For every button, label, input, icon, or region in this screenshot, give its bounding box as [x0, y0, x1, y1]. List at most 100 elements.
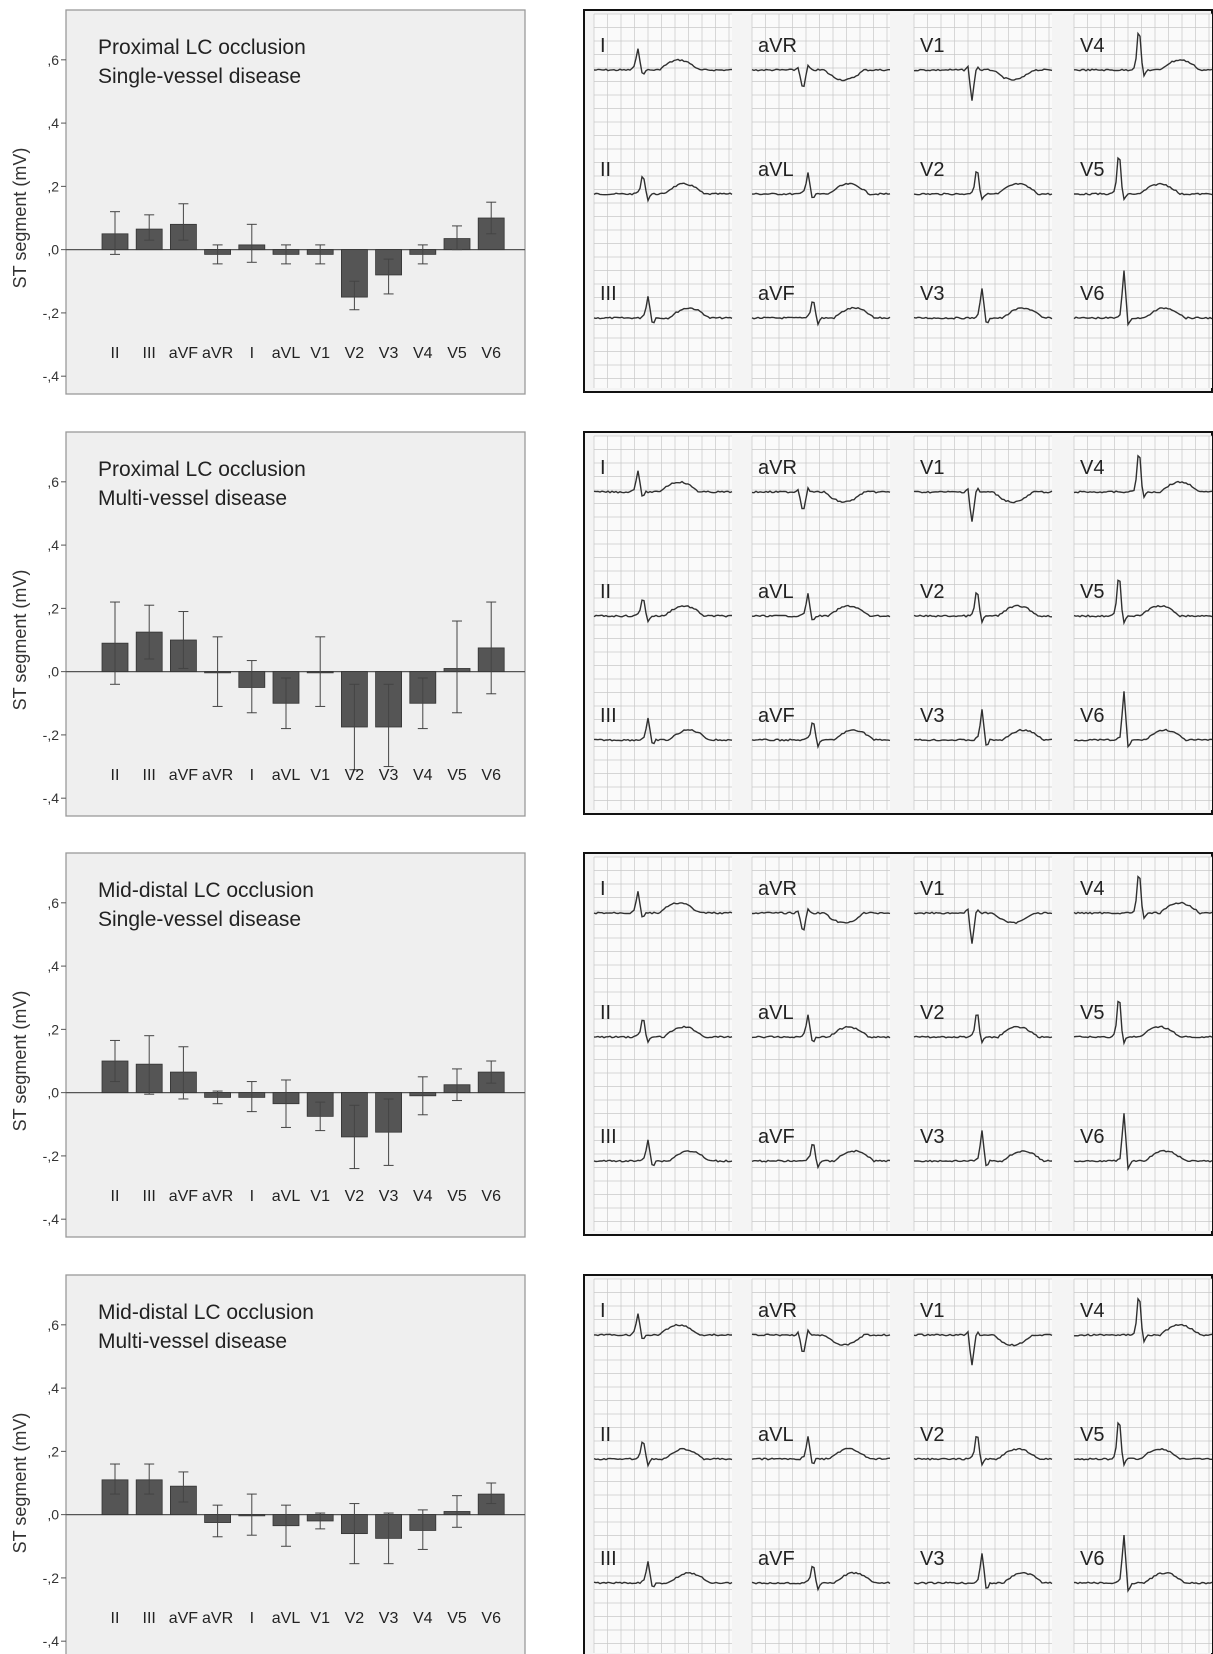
plot-area [65, 431, 526, 817]
ecg-grid-bg [594, 436, 732, 810]
ecg-trace-I [594, 1313, 732, 1340]
lead-label: II [111, 1610, 120, 1627]
ecg-grid-bg [594, 857, 732, 1231]
y-axis-label: ST segment (mV) [10, 991, 30, 1132]
ecg-lead-label: V2 [920, 159, 944, 181]
lead-label: V5 [447, 767, 467, 784]
lead-label: II [111, 767, 120, 784]
ecg-grid-bg [914, 436, 1052, 810]
lead-label: III [143, 767, 156, 784]
lead-label: V1 [310, 1188, 330, 1205]
plot-area [65, 1274, 526, 1654]
ecg-lead-label: aVR [758, 1300, 797, 1322]
y-tick-label: ,4 [47, 958, 59, 974]
ecg-trace-II [593, 1441, 733, 1468]
lead-label: aVR [202, 767, 233, 784]
lead-label: V3 [379, 345, 399, 362]
ecg-grid-bg [594, 14, 732, 388]
ecg-trace-aVL [751, 1014, 891, 1043]
ecg-lead-label: V5 [1080, 1424, 1104, 1446]
ecg-trace-III [593, 296, 733, 324]
ecg-lead-label: aVL [758, 1002, 794, 1024]
chart-title: Proximal LC occlusion [98, 458, 306, 481]
lead-label: aVR [202, 1610, 233, 1627]
lead-label: V2 [345, 345, 365, 362]
lead-label: III [143, 1610, 156, 1627]
ecg-lead-label: III [600, 705, 617, 727]
y-tick-label: -,2 [43, 727, 60, 743]
st-chart-3: ST segment (mV) ,6 ,4 ,2 ,0 -,2 -,4 Mid-distal … [10, 852, 526, 1238]
ecg-lead-label: aVR [758, 878, 797, 900]
lead-label: I [250, 767, 254, 784]
lead-label: V4 [413, 1188, 433, 1205]
y-tick-label: ,2 [47, 1021, 59, 1037]
ecg-strip [1073, 1278, 1212, 1653]
ecg-trace-V2 [913, 170, 1053, 201]
y-tick-label: ,6 [47, 1317, 59, 1333]
ecg-trace-V5 [1073, 579, 1213, 626]
lead-label: I [250, 1188, 254, 1205]
ecg-trace-aVF [751, 722, 891, 750]
y-tick-label: ,4 [47, 115, 59, 131]
ecg-strip [593, 13, 732, 388]
ecg-lead-label: V6 [1080, 1126, 1104, 1148]
y-tick-label: ,2 [47, 1443, 59, 1459]
ecg-lead-label: V6 [1080, 1548, 1104, 1570]
chart-title: Mid-distal LC occlusion [98, 879, 314, 902]
lead-label: V2 [345, 1610, 365, 1627]
ecg-lead-label: aVR [758, 35, 797, 57]
ecg-lead-label: aVF [758, 705, 795, 727]
ecg-lead-label: V4 [1080, 457, 1104, 479]
lead-label: V4 [413, 1610, 433, 1627]
ecg-trace-V4 [1074, 31, 1213, 78]
y-tick-label: ,0 [47, 1507, 59, 1523]
y-tick-label: -,4 [43, 1211, 60, 1227]
ecg-lead-label: V4 [1080, 1300, 1104, 1322]
chart-title: Proximal LC occlusion [98, 36, 306, 59]
ecg-trace-V6 [1073, 270, 1213, 327]
ecg-trace-I [593, 48, 732, 75]
ecg-lead-label: V4 [1080, 878, 1104, 900]
plot-area [65, 852, 526, 1238]
ecg-strip [913, 435, 1052, 810]
ecg-lead-label: V5 [1080, 159, 1104, 181]
lead-label: I [250, 1610, 254, 1627]
lead-label: III [143, 345, 156, 362]
ecg-trace-V3 [913, 1130, 1053, 1167]
ecg-strip [593, 435, 732, 810]
y-axis-label: ST segment (mV) [10, 570, 30, 711]
ecg-trace-V3 [913, 709, 1053, 746]
ecg-grid-bg [752, 857, 890, 1231]
ecg-lead-label: I [600, 35, 606, 57]
ecg-trace-I [593, 891, 733, 918]
ecg-strip [751, 856, 890, 1231]
lead-label: III [143, 1188, 156, 1205]
lead-label: V6 [481, 767, 501, 784]
ecg-trace-aVL [752, 172, 891, 199]
ecg-grid-bg [1074, 1279, 1212, 1653]
y-tick-label: ,4 [47, 537, 59, 553]
lead-label: V5 [447, 1188, 467, 1205]
ecg-trace-III [593, 1139, 733, 1167]
ecg-strip [593, 1278, 732, 1653]
lead-label: V2 [345, 767, 365, 784]
ecg-trace-V1 [913, 1330, 1053, 1366]
y-tick-label: -,2 [43, 1148, 60, 1164]
ecg-lead-label: V3 [920, 1548, 944, 1570]
ecg-lead-label: II [600, 1002, 611, 1024]
ecg-strip [751, 13, 890, 388]
ecg-trace-aVF [751, 1565, 891, 1592]
lead-label: aVF [169, 345, 199, 362]
chart-subtitle: Multi-vessel disease [98, 487, 287, 510]
y-tick-label: ,0 [47, 664, 59, 680]
ecg-lead-label: III [600, 1126, 617, 1148]
chart-subtitle: Multi-vessel disease [98, 1330, 287, 1353]
ecg-grid-bg [1074, 14, 1212, 388]
ecg-lead-label: II [600, 159, 611, 181]
ecg-trace-V5 [1073, 1000, 1213, 1046]
y-tick-label: ,6 [47, 474, 59, 490]
ecg-lead-label: V1 [920, 878, 944, 900]
ecg-trace-V6 [1073, 1535, 1213, 1593]
lead-label: V5 [447, 1610, 467, 1627]
